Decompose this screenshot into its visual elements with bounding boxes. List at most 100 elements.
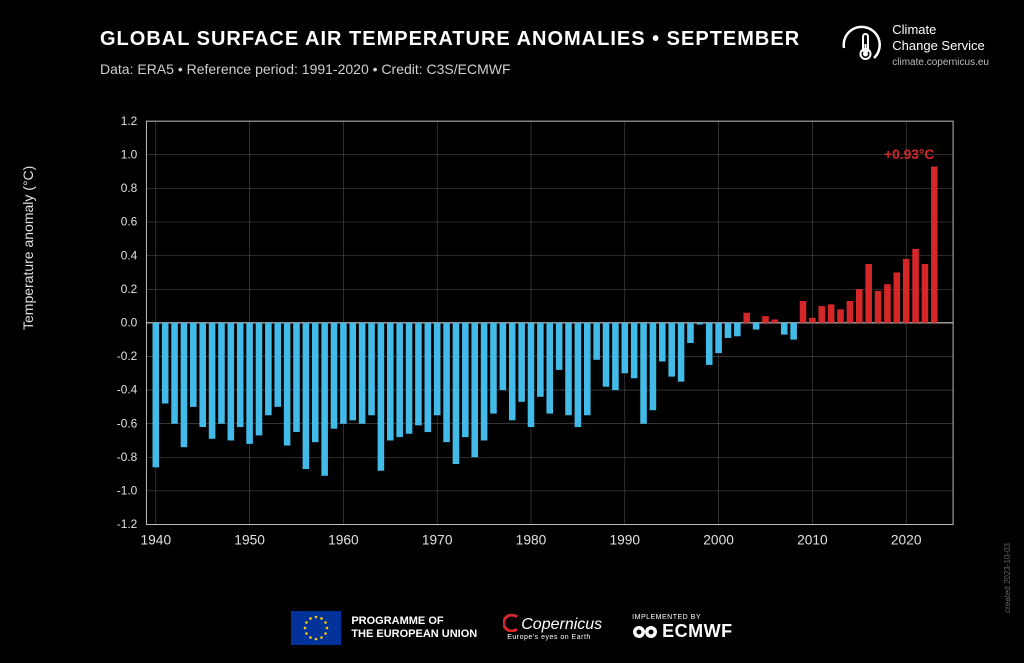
bar-1971 <box>443 323 450 442</box>
svg-text:-0.8: -0.8 <box>117 450 138 464</box>
bar-2000 <box>715 323 722 353</box>
svg-text:0.8: 0.8 <box>121 181 138 195</box>
bar-2005 <box>762 316 769 323</box>
bar-1959 <box>331 323 338 429</box>
bar-1956 <box>303 323 310 469</box>
bar-1984 <box>565 323 572 415</box>
bar-2023 <box>931 167 938 323</box>
bar-1983 <box>556 323 563 370</box>
bar-2001 <box>725 323 732 338</box>
bar-1985 <box>575 323 582 427</box>
bar-1953 <box>274 323 281 407</box>
svg-text:2000: 2000 <box>703 533 734 548</box>
svg-text:1.2: 1.2 <box>121 114 138 128</box>
svg-text:-0.4: -0.4 <box>117 383 138 397</box>
footer-logos: PROGRAMME OF THE EUROPEAN UNION Copernic… <box>0 611 1024 645</box>
copernicus-tagline: Europe's eyes on Earth <box>507 634 602 641</box>
bar-2014 <box>847 301 854 323</box>
logo-url: climate.copernicus.eu <box>892 57 989 68</box>
bar-1995 <box>668 323 675 377</box>
bar-1981 <box>537 323 544 397</box>
bar-1945 <box>199 323 206 427</box>
bar-1989 <box>612 323 619 390</box>
bar-1969 <box>425 323 432 432</box>
copernicus-c-icon <box>503 614 521 632</box>
chart-title: GLOBAL SURFACE AIR TEMPERATURE ANOMALIES… <box>100 28 824 51</box>
eu-flag-icon <box>291 611 341 645</box>
programme-line1: PROGRAMME OF <box>351 615 477 628</box>
svg-text:1.0: 1.0 <box>121 147 138 161</box>
bar-1947 <box>218 323 225 424</box>
bar-2004 <box>753 323 760 330</box>
created-date: created 2023-10-03 <box>1003 543 1012 613</box>
bar-1996 <box>678 323 685 382</box>
bar-2011 <box>818 306 825 323</box>
bar-1954 <box>284 323 291 446</box>
bar-2021 <box>912 249 919 323</box>
bar-1966 <box>396 323 403 437</box>
logo-text-line1: Climate <box>892 22 989 38</box>
bar-1982 <box>546 323 553 414</box>
bar-1941 <box>162 323 169 404</box>
bar-1942 <box>171 323 178 424</box>
anomaly-bar-chart: -1.2-1.0-0.8-0.6-0.4-0.20.00.20.40.60.81… <box>96 112 976 552</box>
bar-1978 <box>509 323 516 420</box>
bar-1957 <box>312 323 319 442</box>
bar-1999 <box>706 323 713 365</box>
bar-1990 <box>622 323 629 373</box>
bar-1968 <box>415 323 422 426</box>
svg-text:0.6: 0.6 <box>121 215 138 229</box>
bar-1949 <box>237 323 244 427</box>
bar-1955 <box>293 323 300 432</box>
bar-1967 <box>406 323 413 434</box>
svg-text:-1.2: -1.2 <box>117 517 138 531</box>
bar-2007 <box>781 323 788 335</box>
bar-2018 <box>884 284 891 323</box>
bar-1988 <box>603 323 610 387</box>
bar-1946 <box>209 323 216 439</box>
svg-text:1990: 1990 <box>609 533 640 548</box>
svg-text:0.4: 0.4 <box>121 248 138 262</box>
svg-text:-1.0: -1.0 <box>117 484 138 498</box>
bar-1972 <box>453 323 460 464</box>
bar-1943 <box>181 323 188 447</box>
svg-text:1960: 1960 <box>328 533 359 548</box>
bar-2017 <box>875 291 882 323</box>
bar-1961 <box>349 323 356 420</box>
svg-text:2020: 2020 <box>891 533 922 548</box>
programme-line2: THE EUROPEAN UNION <box>351 628 477 641</box>
svg-text:+0.93°C: +0.93°C <box>884 147 934 162</box>
bar-1992 <box>640 323 647 424</box>
bar-1944 <box>190 323 197 407</box>
climate-service-logo: Climate Change Service climate.copernicu… <box>838 22 989 68</box>
bar-1975 <box>481 323 488 441</box>
copernicus-logo: Copernicus Europe's eyes on Earth <box>507 616 602 641</box>
bar-1993 <box>650 323 657 410</box>
bar-1973 <box>462 323 469 437</box>
bar-1964 <box>378 323 385 471</box>
bar-1948 <box>228 323 235 441</box>
bar-2019 <box>894 272 901 322</box>
svg-text:-0.6: -0.6 <box>117 416 138 430</box>
bar-1960 <box>340 323 347 424</box>
logo-text-line2: Change Service <box>892 38 989 54</box>
bar-2002 <box>734 323 741 336</box>
bar-1958 <box>321 323 328 476</box>
bar-2016 <box>865 264 872 323</box>
svg-text:1970: 1970 <box>422 533 453 548</box>
copernicus-text: Copernicus <box>507 616 602 633</box>
bar-1998 <box>697 323 704 325</box>
ecmwf-icon <box>632 622 658 642</box>
bar-1950 <box>246 323 253 444</box>
bar-1974 <box>471 323 478 457</box>
bar-2020 <box>903 259 910 323</box>
bar-1965 <box>387 323 394 441</box>
implemented-by-label: IMPLEMENTED BY <box>632 614 732 621</box>
svg-text:-0.2: -0.2 <box>117 349 138 363</box>
bar-1951 <box>256 323 263 436</box>
bar-2010 <box>809 318 816 323</box>
bar-1980 <box>528 323 535 427</box>
svg-text:1980: 1980 <box>516 533 547 548</box>
y-axis-label: Temperature anomaly (°C) <box>20 166 36 330</box>
ecmwf-text: ECMWF <box>662 621 732 642</box>
